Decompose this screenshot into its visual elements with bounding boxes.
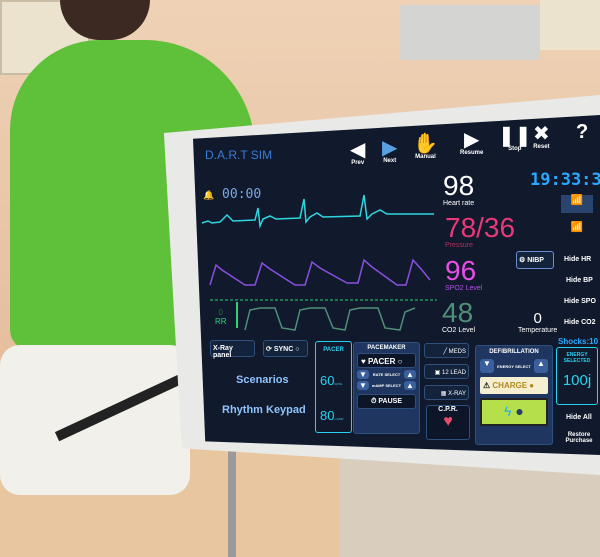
alarm-timer: 🔔 00:00 [203, 187, 262, 202]
12-lead-button[interactable]: ▣ 12 LEAD [424, 364, 469, 379]
next-icon: ▶ [382, 137, 398, 159]
energy-up-button[interactable]: ▲ [534, 359, 548, 373]
xray-icon: ▦ [440, 391, 449, 397]
reset-button[interactable]: ✖ Reset [533, 123, 550, 150]
clock: 19:33:38 [530, 170, 600, 190]
co2-waveform [244, 307, 416, 331]
xray-panel-button[interactable]: X-Ray panel [210, 340, 255, 359]
rr-readout: 0 RR [215, 308, 227, 326]
pause-button[interactable]: ⏱ PAUSE [357, 394, 416, 409]
x-icon: ✖ [533, 123, 550, 145]
hide-co2-button[interactable]: Hide CO2 [564, 319, 596, 326]
shocks-counter: Shocks:10 [558, 337, 599, 346]
lightning-icon: ϟ [504, 403, 512, 419]
rate-up-button[interactable]: ▲ [403, 370, 416, 379]
prev-icon: ◀ [350, 139, 366, 161]
ecg-icon: ▣ [434, 370, 442, 376]
defibrillation-panel: DEFIBRILLATION ▼ ENERGY SELECT ▲ ⚠ CHARGE … [475, 345, 553, 445]
pacer-rate: 60RATE [320, 373, 343, 388]
hide-hr-button[interactable]: Hide HR [564, 256, 592, 263]
bell-icon: 🔔 [203, 191, 215, 201]
sync-icon: ⟳ [266, 346, 274, 353]
rate-down-button[interactable]: ▼ [357, 370, 369, 379]
pause-icon: ❚❚ [498, 125, 532, 147]
diagnostic-wall-panel [400, 5, 540, 60]
pacemaker-panel: PACEMAKER ♥ PACER ○ ▼ RATE SELECT ▲ ▼ mAMP … [353, 342, 420, 434]
heart-icon: ♥ [361, 357, 368, 366]
scenarios-button[interactable]: Scenarios [236, 374, 289, 386]
pacer-toggle[interactable]: ♥ PACER ○ [357, 353, 416, 368]
prev-button[interactable]: ◀ Prev [350, 139, 366, 166]
meds-button[interactable]: ╱ MEDS [424, 343, 469, 358]
cpr-heart-icon: ♥ [443, 413, 453, 430]
bp-cuff-icon: ⚙ [519, 257, 528, 264]
pressure-readout: 78/36 Pressure [445, 212, 516, 250]
restore-purchase-button[interactable]: Restore Purchase [565, 432, 593, 444]
next-button[interactable]: ▶ Next [382, 137, 398, 164]
energy-selected-display: ENERGY SELECTED 100j [556, 347, 598, 405]
pacer-mamp: 80mAMP [320, 408, 344, 423]
cpr-button[interactable]: C.P.R. ♥ [426, 405, 470, 440]
play-icon: ▶ [463, 129, 480, 151]
mamp-down-button[interactable]: ▼ [357, 381, 369, 390]
pleth-waveform [209, 258, 431, 286]
temperature-readout: 0 Temperature [518, 310, 558, 334]
manual-button[interactable]: ✋ Manual [413, 133, 438, 160]
heart-rate-readout: 98 Heart rate [443, 170, 475, 208]
nibp-button[interactable]: ⚙ NIBP [516, 251, 554, 269]
app-logo: D.A.R.T SIM [205, 148, 273, 162]
shock-button[interactable]: ϟ ● [480, 398, 548, 426]
stand-pole [228, 440, 236, 557]
warning-icon: ⚠ [483, 381, 493, 390]
co2-readout: 48 CO2 Level [442, 297, 476, 335]
mamp-up-button[interactable]: ▲ [403, 381, 416, 390]
hand-icon: ✋ [413, 133, 438, 155]
waveforms [201, 194, 437, 331]
hide-spo-button[interactable]: Hide SPO [564, 298, 596, 305]
sync-button[interactable]: ⟳ SYNC ○ [263, 340, 308, 357]
spo2-readout: 96 SPO2 Level [445, 255, 483, 293]
help-icon: ? [576, 121, 589, 143]
xray-button[interactable]: ▦ X-RAY [424, 385, 469, 400]
timer-icon: ⏱ [370, 398, 379, 405]
stop-button[interactable]: ❚❚ Stop [498, 125, 532, 152]
bluetooth-connect-button[interactable]: 📶 [561, 195, 593, 213]
ecg-waveform [201, 194, 434, 229]
wifi-connect-button[interactable]: 📶 [570, 222, 584, 233]
pacer-panel: PACER 60RATE 80mAMP [315, 341, 352, 433]
resume-button[interactable]: ▶ Resume [460, 129, 484, 156]
syringe-icon: ╱ [443, 349, 449, 355]
energy-down-button[interactable]: ▼ [480, 359, 494, 373]
hide-all-button[interactable]: Hide All [566, 414, 592, 421]
rhythm-keypad-button[interactable]: Rhythm Keypad [222, 404, 306, 416]
help-button[interactable]: ? [576, 122, 588, 142]
hide-bp-button[interactable]: Hide BP [566, 277, 593, 284]
charge-button[interactable]: ⚠ CHARGE ● [480, 377, 548, 394]
wall-cabinet-right [540, 0, 600, 50]
